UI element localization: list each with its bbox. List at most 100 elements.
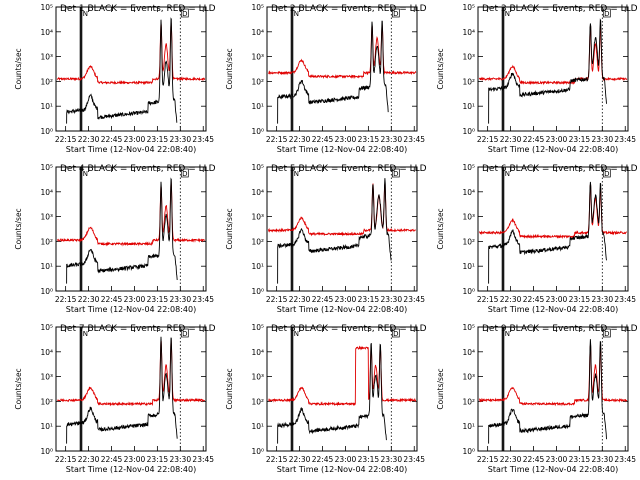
y-tick-label: 10³: [462, 373, 475, 382]
y-tick-label: 10¹: [251, 422, 264, 431]
series-lld: [56, 22, 206, 86]
y-tick-label: 10⁰: [462, 447, 475, 456]
x-tick-label: 23:45: [403, 135, 425, 144]
y-tick-label: 10²: [251, 397, 264, 406]
y-tick-label: 10¹: [40, 262, 53, 271]
y-tick-label: 10²: [462, 77, 475, 86]
y-tick-label: 10³: [462, 213, 475, 222]
x-tick-label: 22:30: [78, 135, 100, 144]
y-tick-label: 10¹: [251, 102, 264, 111]
x-tick-label: 23:30: [169, 455, 191, 464]
x-tick-label: 23:15: [147, 135, 169, 144]
marker-label-n: N: [83, 170, 88, 178]
y-tick-label: 10⁴: [40, 28, 53, 37]
marker-label-n: N: [83, 10, 88, 18]
x-axis-label: Start Time (12-Nov-04 22:08:40): [277, 465, 407, 474]
marker-label-n: N: [294, 170, 299, 178]
x-axis-label: Start Time (12-Nov-04 22:08:40): [277, 145, 407, 154]
x-tick-label: 23:30: [169, 295, 191, 304]
series-lld: [268, 24, 417, 79]
x-tick-label: 23:30: [591, 295, 613, 304]
y-tick-label: 10³: [462, 53, 475, 62]
marker-label-n: N: [505, 170, 510, 178]
y-axis-label: Counts/sec: [14, 368, 23, 409]
y-tick-label: 10²: [40, 237, 53, 246]
detector-panel-6: Det 6 BLACK = Events, RED = LLD 10⁰ 10¹ 10²…: [436, 163, 638, 314]
y-axis-label: Counts/sec: [14, 48, 23, 89]
x-tick-label: 23:15: [358, 455, 380, 464]
x-tick-label: 22:30: [78, 295, 100, 304]
series-lld: [56, 339, 206, 407]
marker-label-n: N: [294, 330, 299, 338]
x-tick-label: 22:15: [477, 295, 499, 304]
x-tick-label: 22:15: [477, 135, 499, 144]
detector-panel-7: Det 7 BLACK = Events, RED = LLD 10⁰ 10¹ 10²…: [14, 323, 216, 474]
y-tick-label: 10⁴: [462, 188, 475, 197]
y-tick-label: 10³: [251, 373, 264, 382]
y-tick-label: 10⁵: [40, 3, 53, 12]
x-axis-label: Start Time (12-Nov-04 22:08:40): [66, 465, 196, 474]
x-tick-label: 22:30: [289, 455, 311, 464]
series-lld: [268, 345, 417, 407]
x-axis-label: Start Time (12-Nov-04 22:08:40): [66, 145, 196, 154]
x-tick-label: 22:30: [500, 455, 522, 464]
plot-frame: [266, 6, 418, 132]
series-lld: [479, 184, 628, 240]
y-tick-label: 10⁰: [462, 127, 475, 136]
x-tick-label: 23:15: [147, 295, 169, 304]
y-tick-label: 10⁵: [40, 163, 53, 172]
x-tick-label: 23:00: [124, 135, 146, 144]
plot-frame: [477, 326, 629, 452]
y-tick-label: 10⁰: [40, 127, 53, 136]
marker-label-d: D: [182, 10, 187, 18]
x-tick-label: 23:00: [335, 455, 357, 464]
y-tick-label: 10⁴: [40, 188, 53, 197]
x-axis-label: Start Time (12-Nov-04 22:08:40): [488, 465, 618, 474]
series-lld: [478, 24, 628, 86]
y-tick-label: 10¹: [251, 262, 264, 271]
y-axis-label: Counts/sec: [436, 48, 445, 89]
marker-label-d: D: [182, 170, 187, 178]
x-tick-label: 22:30: [78, 455, 100, 464]
x-tick-label: 22:15: [266, 135, 288, 144]
x-tick-label: 22:30: [500, 135, 522, 144]
y-axis-label: Counts/sec: [225, 208, 234, 249]
y-tick-label: 10¹: [462, 102, 475, 111]
y-tick-label: 10²: [40, 397, 53, 406]
y-tick-label: 10⁴: [40, 348, 53, 357]
panel-title: Det 5 BLACK = Events, RED = LLD: [271, 164, 427, 174]
y-tick-label: 10⁴: [251, 28, 264, 37]
y-tick-label: 10¹: [40, 422, 53, 431]
x-tick-label: 23:30: [591, 135, 613, 144]
x-tick-label: 22:15: [55, 295, 77, 304]
y-tick-label: 10⁰: [251, 127, 264, 136]
y-tick-label: 10⁰: [251, 447, 264, 456]
x-axis-label: Start Time (12-Nov-04 22:08:40): [488, 305, 618, 314]
panel-title: Det 8 BLACK = Events, RED = LLD: [271, 324, 427, 334]
detector-panel-8: Det 8 BLACK = Events, RED = LLD 10⁰ 10¹ 10²…: [225, 323, 427, 474]
marker-label-n: N: [505, 330, 510, 338]
y-tick-label: 10⁴: [462, 28, 475, 37]
y-tick-label: 10¹: [462, 422, 475, 431]
marker-label-d: D: [393, 170, 398, 178]
series-events: [66, 177, 178, 284]
panel-title: Det 9 BLACK = Events, RED = LLD: [482, 324, 638, 334]
x-tick-label: 23:30: [380, 295, 402, 304]
x-tick-label: 23:00: [124, 455, 146, 464]
x-tick-label: 23:00: [546, 295, 568, 304]
x-tick-label: 23:00: [546, 135, 568, 144]
x-tick-label: 22:45: [101, 135, 123, 144]
marker-label-d: D: [393, 10, 398, 18]
x-tick-label: 23:45: [403, 295, 425, 304]
y-tick-label: 10⁴: [462, 348, 475, 357]
panel-title: Det 6 BLACK = Events, RED = LLD: [482, 164, 638, 174]
y-tick-label: 10⁵: [251, 3, 264, 12]
x-tick-label: 22:15: [55, 455, 77, 464]
x-tick-label: 22:45: [101, 295, 123, 304]
y-tick-label: 10⁵: [462, 3, 475, 12]
series-events: [488, 18, 607, 124]
panel-title: Det 3 BLACK = Events, RED = LLD: [482, 4, 638, 14]
series-events: [277, 342, 387, 444]
detector-panel-5: Det 5 BLACK = Events, RED = LLD 10⁰ 10¹ 10²…: [225, 163, 427, 314]
x-tick-label: 22:45: [523, 135, 545, 144]
